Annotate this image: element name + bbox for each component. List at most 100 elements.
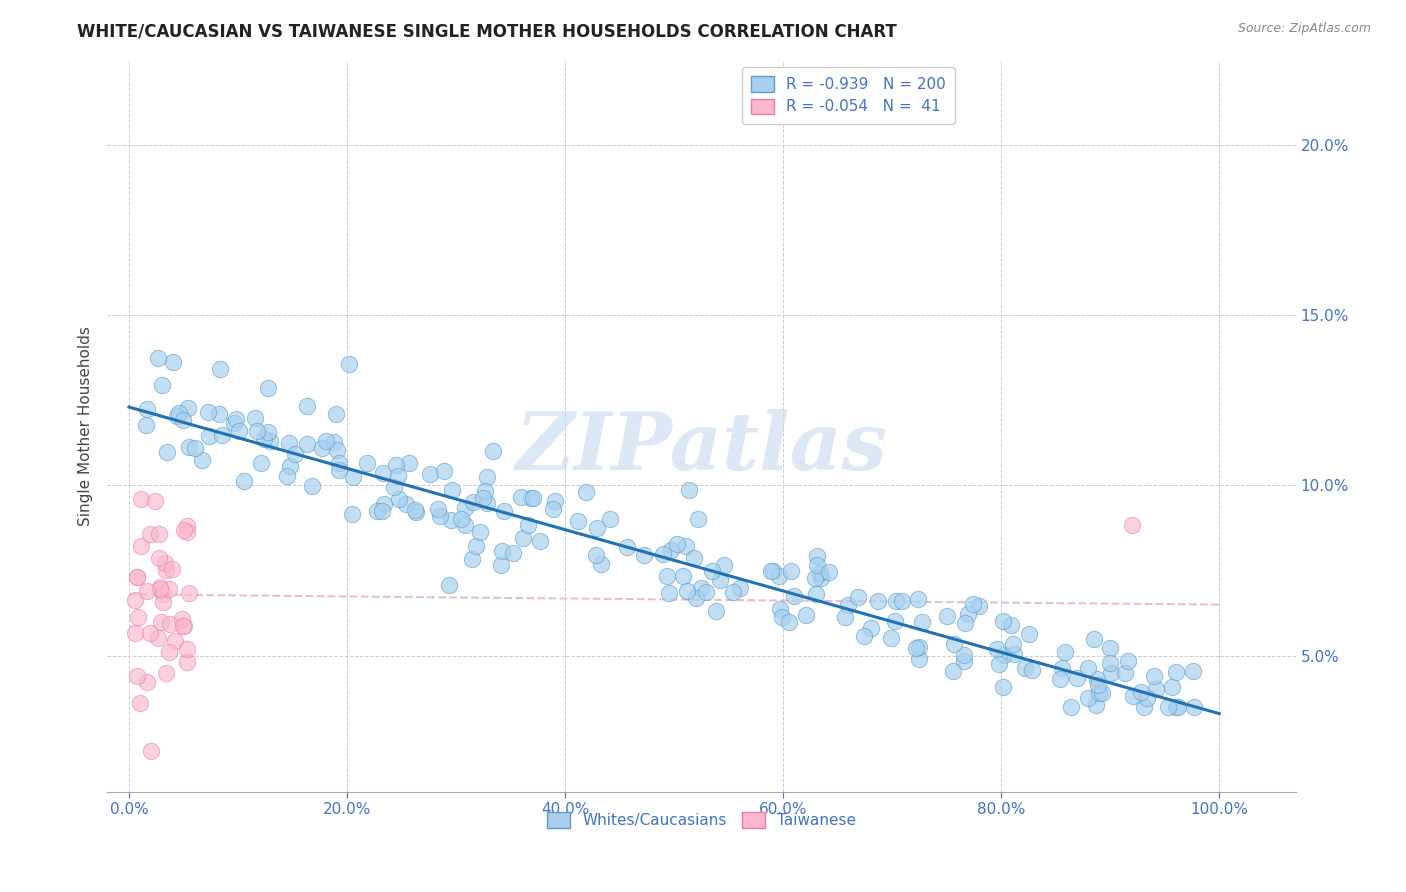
Point <box>1066 671 1088 685</box>
Point <box>172 413 194 427</box>
Point <box>325 407 347 421</box>
Point <box>1116 654 1139 668</box>
Point <box>208 362 231 376</box>
Point <box>477 496 499 510</box>
Point <box>450 512 472 526</box>
Point <box>489 558 512 572</box>
Point <box>156 445 179 459</box>
Point <box>129 696 152 710</box>
Point <box>356 456 378 470</box>
Point <box>1091 686 1114 700</box>
Point <box>224 416 246 430</box>
Point <box>782 589 804 603</box>
Point <box>150 377 173 392</box>
Point <box>685 591 707 605</box>
Point <box>461 495 484 509</box>
Point <box>464 539 486 553</box>
Point <box>280 458 302 473</box>
Point <box>962 597 984 611</box>
Point <box>599 512 621 526</box>
Point <box>651 547 673 561</box>
Point <box>173 618 195 632</box>
Point <box>146 631 169 645</box>
Point <box>419 467 441 481</box>
Point <box>127 610 149 624</box>
Point <box>141 744 163 758</box>
Point <box>162 355 184 369</box>
Point <box>713 558 735 572</box>
Point <box>277 435 299 450</box>
Point <box>868 593 890 607</box>
Legend: Whites/Caucasians, Taiwanese: Whites/Caucasians, Taiwanese <box>540 805 863 836</box>
Point <box>166 409 188 423</box>
Point <box>852 629 875 643</box>
Point <box>155 563 177 577</box>
Point <box>1160 681 1182 695</box>
Point <box>695 584 717 599</box>
Point <box>633 548 655 562</box>
Point <box>520 491 543 505</box>
Point <box>1182 699 1205 714</box>
Point <box>778 615 800 629</box>
Point <box>616 540 638 554</box>
Point <box>780 564 803 578</box>
Point <box>257 381 280 395</box>
Point <box>311 441 333 455</box>
Point <box>904 640 927 655</box>
Point <box>433 464 456 478</box>
Point <box>135 417 157 432</box>
Point <box>1002 637 1025 651</box>
Point <box>1157 699 1180 714</box>
Point <box>440 513 463 527</box>
Point <box>768 568 790 582</box>
Point <box>152 595 174 609</box>
Point <box>591 557 613 571</box>
Point <box>184 441 207 455</box>
Point <box>1144 682 1167 697</box>
Point <box>585 548 607 562</box>
Point <box>155 666 177 681</box>
Point <box>468 525 491 540</box>
Point <box>439 578 461 592</box>
Point <box>454 517 477 532</box>
Point <box>387 469 409 483</box>
Point <box>340 507 363 521</box>
Point <box>243 410 266 425</box>
Point <box>1136 690 1159 705</box>
Point <box>177 401 200 416</box>
Point <box>1077 691 1099 706</box>
Point <box>967 599 990 614</box>
Point <box>762 564 785 578</box>
Point <box>704 604 727 618</box>
Point <box>806 587 828 601</box>
Point <box>150 615 173 629</box>
Point <box>761 565 783 579</box>
Point <box>672 569 695 583</box>
Text: WHITE/CAUCASIAN VS TAIWANESE SINGLE MOTHER HOUSEHOLDS CORRELATION CHART: WHITE/CAUCASIAN VS TAIWANESE SINGLE MOTH… <box>77 22 897 40</box>
Point <box>124 593 146 607</box>
Point <box>952 648 974 662</box>
Point <box>768 602 790 616</box>
Point <box>256 425 278 440</box>
Point <box>709 573 731 587</box>
Point <box>794 608 817 623</box>
Point <box>440 483 463 498</box>
Point <box>567 514 589 528</box>
Point <box>405 503 427 517</box>
Point <box>675 539 697 553</box>
Point <box>953 616 976 631</box>
Point <box>323 435 346 450</box>
Point <box>770 610 793 624</box>
Point <box>136 402 159 417</box>
Point <box>911 615 934 629</box>
Point <box>512 531 534 545</box>
Point <box>1014 661 1036 675</box>
Point <box>846 590 869 604</box>
Point <box>474 484 496 499</box>
Point <box>953 654 976 668</box>
Point <box>162 561 184 575</box>
Point <box>366 503 388 517</box>
Point <box>859 621 882 635</box>
Point <box>125 570 148 584</box>
Point <box>957 607 980 622</box>
